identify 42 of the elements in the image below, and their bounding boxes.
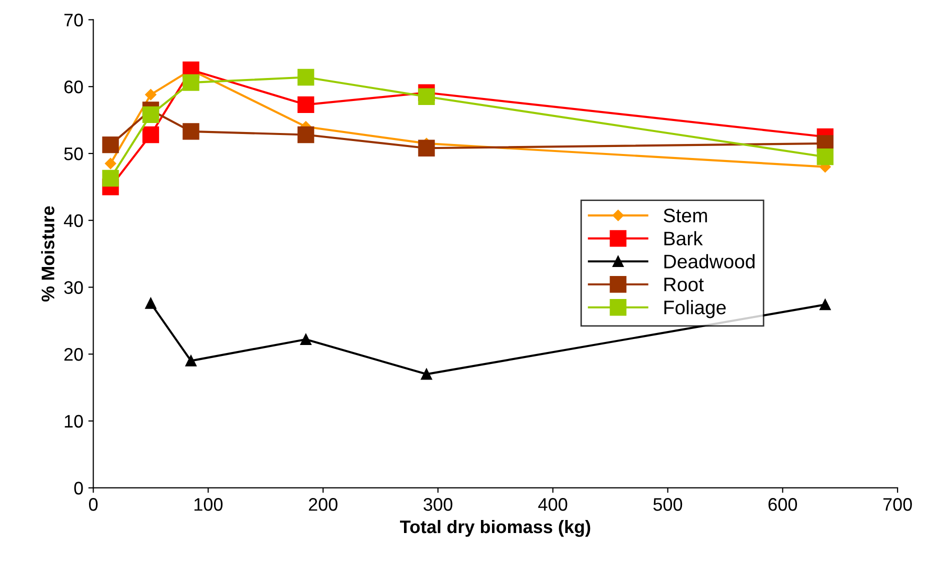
point: [420, 368, 432, 380]
point: [418, 140, 435, 156]
x-tick-label: 0: [88, 498, 98, 511]
y-tick-label: 20: [64, 348, 83, 361]
legend-label: Root: [664, 278, 704, 292]
point: [145, 298, 156, 309]
legend-label: Deadwood: [664, 254, 755, 268]
point: [102, 170, 119, 187]
point: [142, 106, 160, 124]
x-axis-title: Total dry biomass (kg): [400, 520, 590, 537]
y-tick-label: 10: [64, 414, 83, 428]
point: [298, 126, 314, 144]
y-tick-label: 40: [64, 214, 83, 228]
point: [300, 334, 312, 345]
y-tick-label: 60: [64, 80, 83, 94]
x-tick-label: 100: [194, 498, 223, 511]
x-tick-label: 500: [653, 498, 682, 511]
point: [142, 126, 160, 144]
y-axis-title: % Moisture: [41, 206, 54, 302]
point: [185, 355, 197, 366]
x-tick-label: 400: [538, 498, 568, 511]
point: [298, 68, 314, 86]
point: [145, 89, 156, 100]
x-tick-label: 200: [308, 498, 338, 511]
y-tick-label: 0: [74, 482, 83, 495]
y-tick-label: 70: [64, 14, 83, 26]
point: [418, 88, 435, 105]
legend-label: Stem: [664, 208, 707, 222]
x-tick-label: 700: [883, 498, 912, 511]
x-tick-label: 300: [424, 498, 452, 511]
point: [182, 74, 200, 91]
point: [820, 299, 831, 310]
point: [102, 136, 119, 154]
y-tick-label: 30: [64, 281, 83, 294]
legend-label: Foliage: [664, 300, 726, 318]
y-tick-label: 50: [64, 147, 83, 160]
point: [104, 158, 116, 170]
x-tick-label: 600: [768, 498, 798, 511]
legend-label: Bark: [664, 231, 703, 246]
point: [298, 96, 314, 114]
point: [816, 148, 834, 166]
point: [182, 123, 200, 140]
